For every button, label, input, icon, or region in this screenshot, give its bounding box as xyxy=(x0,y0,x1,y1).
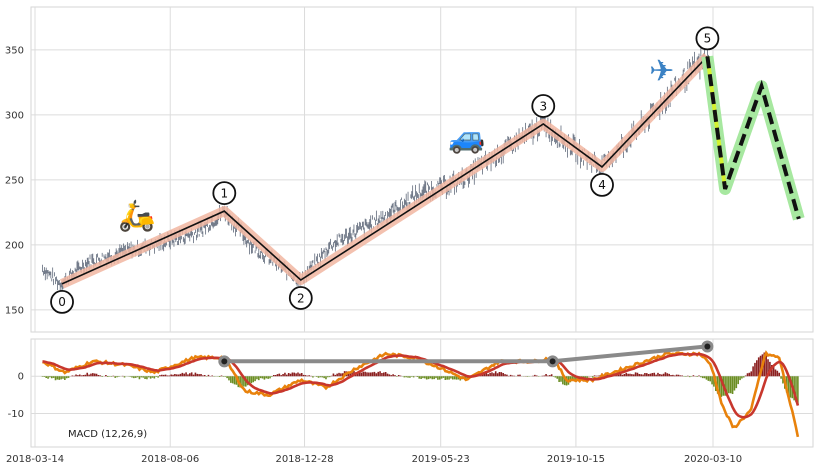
price-y-tick-label: 350 xyxy=(5,45,24,56)
wave-line xyxy=(61,55,708,285)
wave-point-label: 0 xyxy=(58,295,66,309)
macd-y-ticks: -10 0 xyxy=(8,372,24,420)
macd-panel-frame xyxy=(30,338,814,448)
price-panel-frame xyxy=(30,6,814,333)
wave-band xyxy=(59,52,712,289)
wave-point-0-marker xyxy=(50,289,74,314)
macd-histogram-positive xyxy=(69,352,781,377)
wave-point-label: 4 xyxy=(598,178,606,192)
x-tick-label: 2019-10-15 xyxy=(547,454,605,465)
airplane-icon: ✈ xyxy=(649,54,674,89)
wave-point-2-marker xyxy=(288,286,313,310)
divergence-line xyxy=(218,340,714,368)
icons: 🛵 🚙 ✈ xyxy=(118,54,674,233)
x-ticks: 2018-03-14 2018-08-06 2018-12-28 2019-05-23… xyxy=(6,454,742,465)
signal-line xyxy=(42,352,800,419)
wave-point-label: 3 xyxy=(539,99,547,113)
projection xyxy=(701,55,805,221)
macd-histogram-negative xyxy=(41,376,799,405)
wave-point-5-marker xyxy=(695,26,720,51)
macd-grid xyxy=(31,339,813,447)
price-y-tick-label: 300 xyxy=(5,110,24,121)
x-tick-label: 2019-05-23 xyxy=(412,454,470,465)
wave-point-label: 2 xyxy=(297,291,305,305)
divergence-point-inner xyxy=(549,358,556,365)
price-y-tick-label: 250 xyxy=(5,175,24,186)
wave-point-label: 1 xyxy=(220,186,228,200)
divergence-point-inner xyxy=(221,358,228,365)
wave-point-3-marker xyxy=(531,94,556,118)
x-tick-label: 2020-03-10 xyxy=(684,454,742,465)
macd-y-tick-label: 0 xyxy=(18,372,24,383)
price-y-ticks: 150 200 250 300 350 xyxy=(5,45,24,316)
x-tick-label: 2018-08-06 xyxy=(141,454,199,465)
macd-indicator-label: MACD (12,26,9) xyxy=(68,429,147,440)
projection-dashed-line xyxy=(705,56,801,220)
wave-point-4-marker xyxy=(590,172,614,197)
car-icon: 🚙 xyxy=(448,120,485,155)
price-grid xyxy=(31,7,813,332)
wave-point-1-marker xyxy=(212,181,237,206)
macd-panel: -10 0 MACD (12,26,9) xyxy=(8,338,814,448)
divergence-point-inner xyxy=(704,343,711,350)
price-panel: 150 200 250 300 350 0 1 2 3 4 5 🛵 🚙 ✈ xyxy=(5,6,814,333)
macd-histogram xyxy=(41,352,799,405)
price-y-tick-label: 200 xyxy=(5,240,24,251)
wave-points: 0 1 2 3 4 5 xyxy=(50,26,720,314)
price-y-tick-label: 150 xyxy=(5,305,24,316)
scooter-icon: 🛵 xyxy=(118,198,155,233)
x-tick-label: 2018-12-28 xyxy=(275,454,333,465)
x-tick-label: 2018-03-14 xyxy=(6,454,64,465)
wave-point-label: 5 xyxy=(704,32,712,46)
macd-y-tick-label: -10 xyxy=(8,409,24,420)
